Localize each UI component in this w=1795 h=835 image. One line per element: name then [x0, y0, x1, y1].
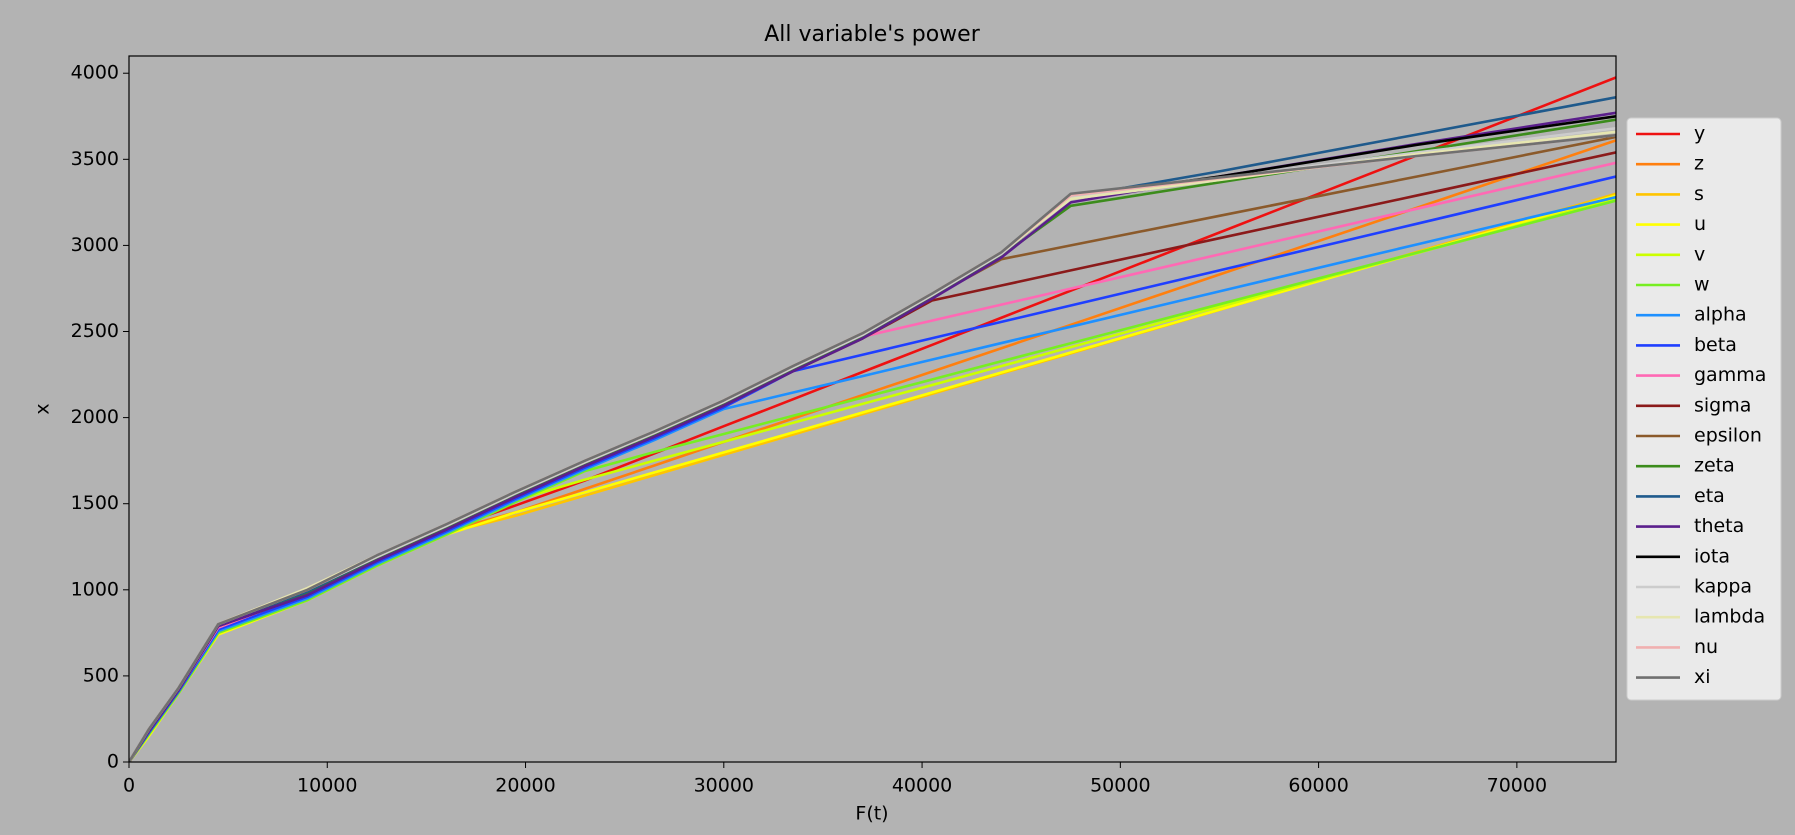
y-tick-label: 2500	[71, 320, 119, 342]
legend-label: w	[1694, 274, 1710, 296]
y-tick-label: 1000	[71, 578, 119, 600]
x-tick-label: 20000	[495, 775, 555, 797]
y-tick-label: 3500	[71, 148, 119, 170]
chart-title: All variable's power	[764, 22, 980, 47]
x-tick-label: 50000	[1090, 775, 1150, 797]
y-tick-label: 500	[83, 664, 119, 686]
legend-label: beta	[1694, 334, 1737, 356]
legend-label: xi	[1694, 666, 1711, 688]
legend-label: sigma	[1694, 394, 1751, 416]
x-tick-label: 60000	[1288, 775, 1348, 797]
x-tick-label: 30000	[694, 775, 754, 797]
legend-label: kappa	[1694, 576, 1752, 598]
legend-label: epsilon	[1694, 425, 1762, 447]
legend-label: zeta	[1694, 455, 1735, 477]
y-tick-label: 3000	[71, 234, 119, 256]
legend-label: s	[1694, 183, 1704, 205]
x-tick-label: 40000	[892, 775, 952, 797]
legend	[1626, 117, 1782, 701]
y-tick-label: 0	[107, 751, 119, 773]
legend-label: z	[1694, 153, 1704, 175]
x-tick-label: 70000	[1487, 775, 1547, 797]
legend-label: iota	[1694, 545, 1730, 567]
y-tick-label: 1500	[71, 492, 119, 514]
x-tick-label: 10000	[297, 775, 357, 797]
legend-label: y	[1694, 123, 1705, 145]
legend-label: v	[1694, 243, 1705, 265]
plot-frame	[128, 55, 1617, 763]
plot-area	[129, 76, 1616, 762]
series-line	[129, 133, 1616, 762]
legend-label: nu	[1694, 636, 1718, 658]
legend-label: gamma	[1694, 364, 1766, 386]
legend-label: lambda	[1694, 606, 1765, 628]
x-tick-label: 0	[123, 775, 135, 797]
legend-label: alpha	[1694, 304, 1747, 326]
legend-label: theta	[1694, 515, 1744, 537]
legend-label: u	[1694, 213, 1706, 235]
legend-label: eta	[1694, 485, 1725, 507]
x-axis-label: F(t)	[855, 803, 888, 825]
y-axis-label: x	[32, 403, 54, 414]
y-tick-label: 2000	[71, 406, 119, 428]
y-tick-label: 4000	[71, 62, 119, 84]
